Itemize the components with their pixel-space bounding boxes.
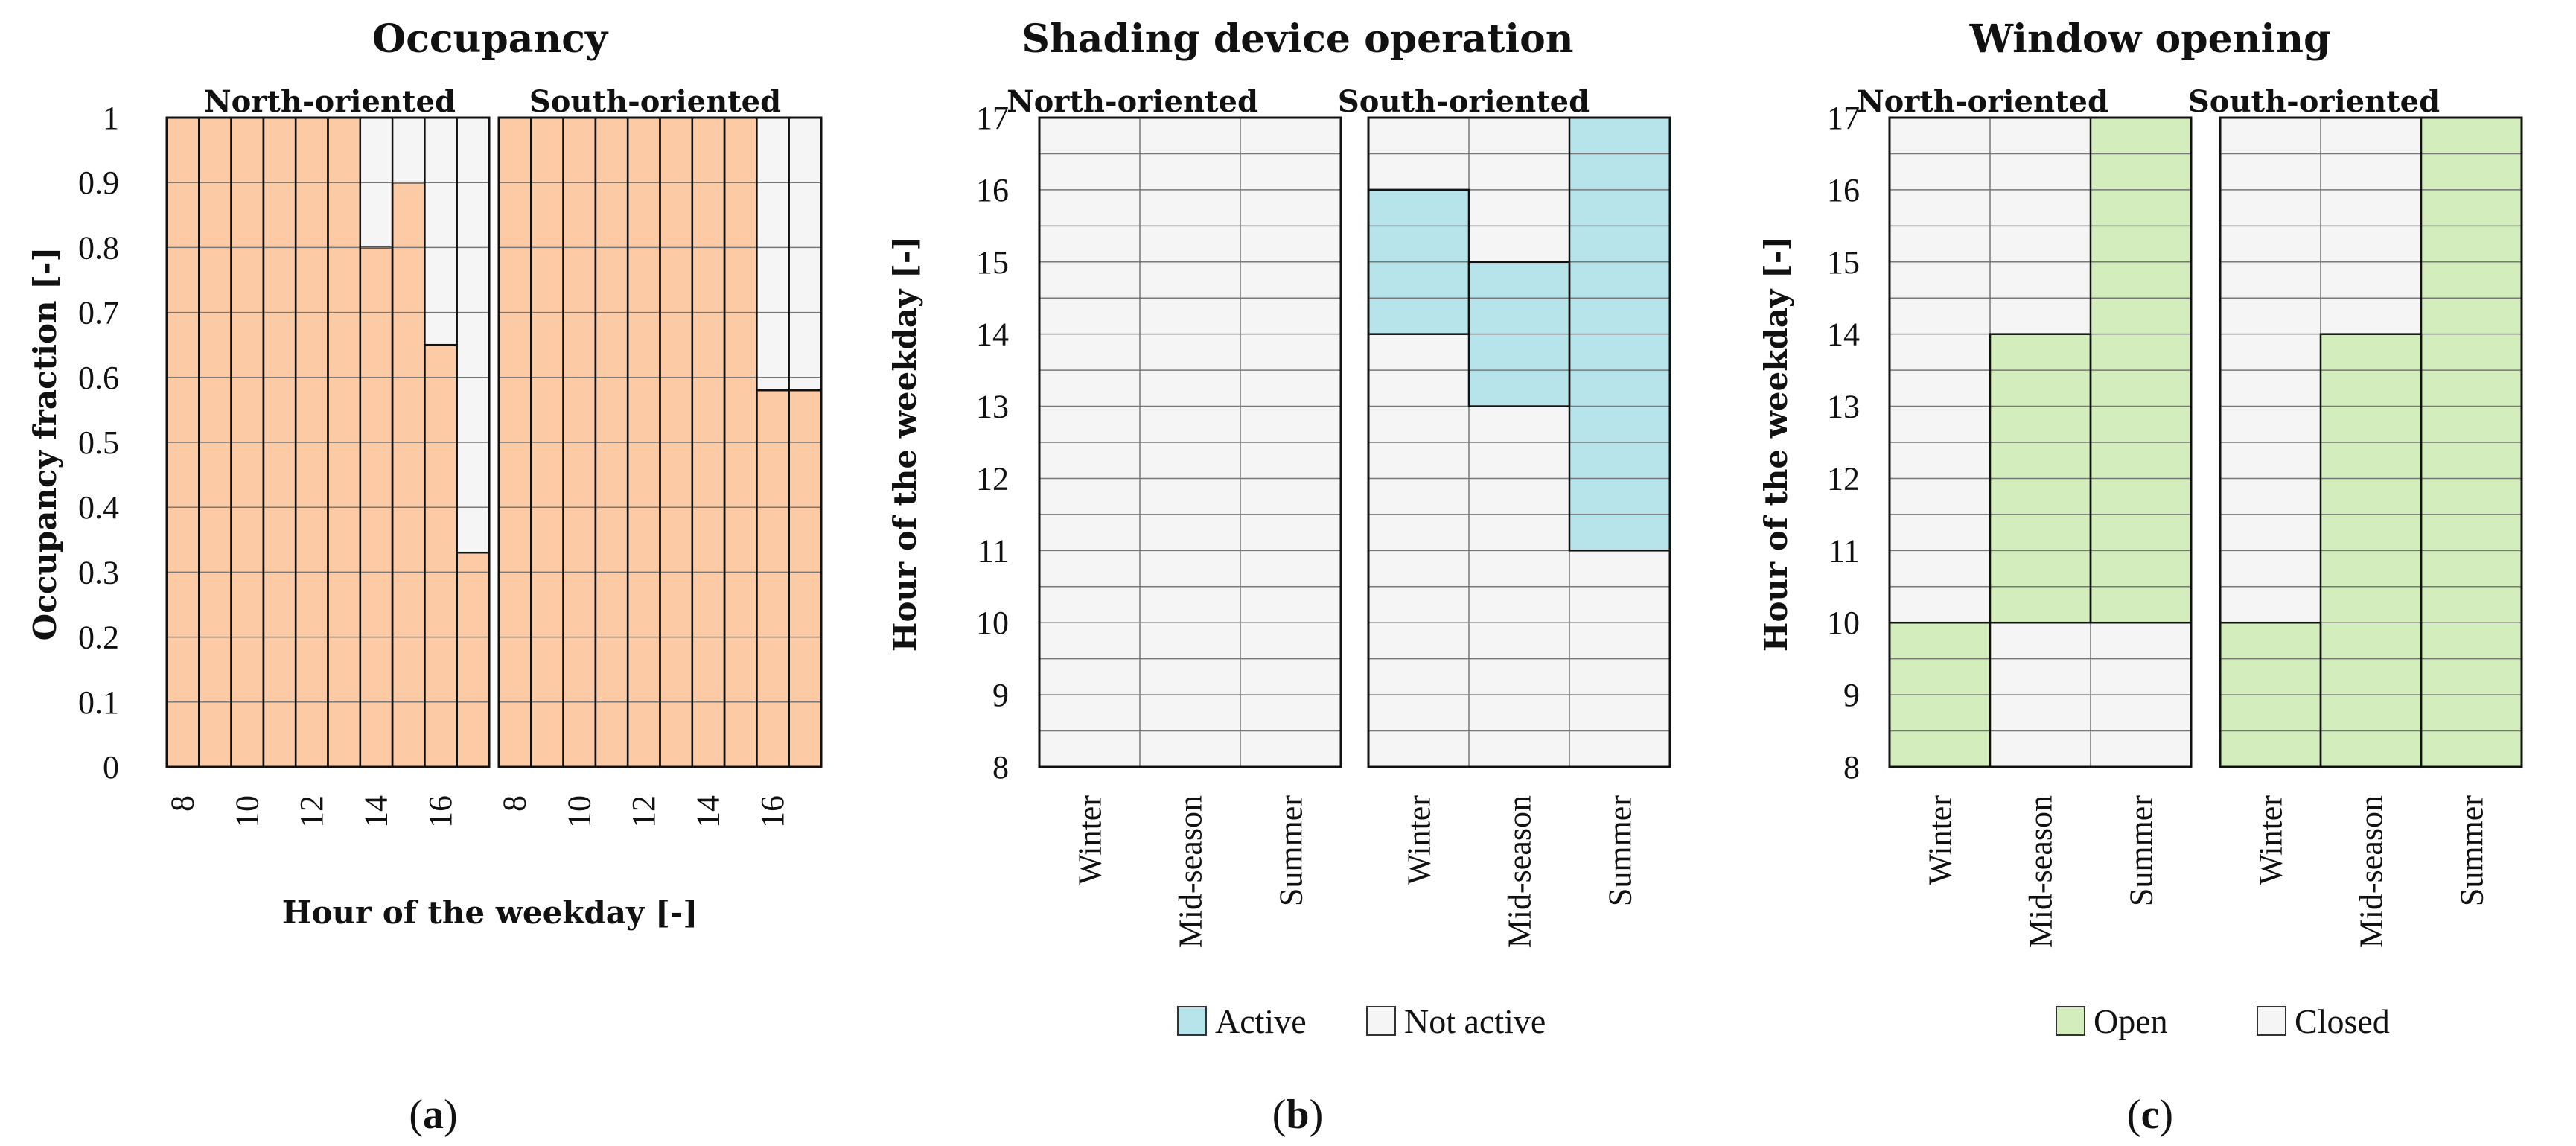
legend-closed-swatch xyxy=(2257,1006,2286,1036)
chart-c-season-label: Mid-season xyxy=(2353,795,2390,948)
chart-a-ytick-label: 0.3 xyxy=(78,554,119,590)
legend-active-label: Active xyxy=(1215,1002,1307,1040)
chart-b-ytick-label: 15 xyxy=(976,244,1009,281)
chart-a-panel-north-title: North-oriented xyxy=(204,84,456,119)
chart-b-ytick-label: 9 xyxy=(992,677,1009,713)
chart-c-ytick-label: 16 xyxy=(1827,172,1860,208)
chart-a-xtick-label: 16 xyxy=(422,795,459,828)
chart-a-ytick-label: 0.7 xyxy=(78,295,119,331)
chart-c-ytick-label: 15 xyxy=(1827,244,1860,281)
chart-c-ytick-label: 17 xyxy=(1827,100,1860,136)
chart-c-ylabel: Hour of the weekday [-] xyxy=(1758,236,1794,652)
chart-b-panel-frame xyxy=(1038,116,1342,768)
chart-b-ytick-label: 17 xyxy=(976,100,1009,136)
chart-a-xtick-label: 8 xyxy=(497,795,533,812)
chart-b-season-label: Summer xyxy=(1273,795,1310,906)
chart-c-legend: Open Closed xyxy=(2056,1002,2390,1040)
chart-b-legend: Active Not active xyxy=(1177,1002,1546,1040)
chart-b-panel-north-title: North-oriented xyxy=(1007,84,1258,119)
chart-b-ytick-label: 16 xyxy=(976,172,1009,208)
chart-b-ytick-label: 11 xyxy=(978,532,1009,569)
chart-b-ytick-label: 8 xyxy=(992,749,1009,786)
chart-b-ylabel: Hour of the weekday [-] xyxy=(887,236,923,652)
chart-c-panel-frame xyxy=(2219,116,2523,768)
chart-c-season-label: Summer xyxy=(2454,795,2490,906)
chart-b-panel-frame xyxy=(1367,116,1671,768)
chart-b-ytick-label: 14 xyxy=(976,316,1009,353)
chart-a-xtick-label: 14 xyxy=(689,795,726,828)
chart-a-xtick-label: 10 xyxy=(561,795,597,828)
chart-b-season-label: Winter xyxy=(1072,795,1109,885)
chart-a-ytick-label: 0.4 xyxy=(78,489,119,526)
chart-c-season-label: Mid-season xyxy=(2023,795,2059,948)
chart-c-ytick-label: 14 xyxy=(1827,316,1860,353)
chart-a-ytick-label: 0.8 xyxy=(78,229,119,266)
chart-a-xtick-label: 12 xyxy=(293,795,330,828)
chart-marks: 0 0.1 0.2 0.3 0.4 0.5 0.6 0.7 0.8 0.9 1 8 10 12 14 16 8 1… xyxy=(78,100,2523,948)
chart-a-title: Occupancy xyxy=(372,16,609,62)
chart-c-season-label: Winter xyxy=(1922,795,1959,885)
chart-b-season-label: Mid-season xyxy=(1173,795,1209,948)
chart-c-panel-north-title: North-oriented xyxy=(1857,84,2108,119)
chart-c-season-label: Winter xyxy=(2253,795,2289,885)
chart-c-ytick-label: 8 xyxy=(1843,749,1860,786)
chart-a-ytick-label: 0.5 xyxy=(78,424,119,461)
chart-a-bar xyxy=(424,343,458,768)
chart-c-panel-south-title: South-oriented xyxy=(2188,84,2440,119)
chart-a-xlabel: Hour of the weekday [-] xyxy=(282,894,698,931)
chart-c-ytick-label: 11 xyxy=(1829,532,1860,569)
chart-a-bar xyxy=(391,181,426,768)
chart-a-xtick-label: 14 xyxy=(357,795,394,828)
chart-a-xtick-label: 12 xyxy=(625,795,662,828)
chart-a-bar xyxy=(788,389,823,768)
chart-c-title: Window opening xyxy=(1969,16,2331,62)
chart-b-season-label: Mid-season xyxy=(1502,795,1538,948)
chart-b-ytick-label: 12 xyxy=(976,460,1009,497)
chart-a-ytick-label: 1 xyxy=(103,100,119,136)
chart-c-ytick-label: 13 xyxy=(1827,389,1860,425)
chart-c-ytick-label: 12 xyxy=(1827,460,1860,497)
chart-b-ytick-label: 10 xyxy=(976,605,1009,641)
chart-b-season-label: Summer xyxy=(1602,795,1639,906)
caption-c: (c) xyxy=(2127,1092,2173,1138)
chart-c-ytick-label: 10 xyxy=(1827,605,1860,641)
legend-active-swatch xyxy=(1177,1006,1207,1036)
chart-a-ytick-label: 0.1 xyxy=(78,684,119,721)
chart-b-season-label: Winter xyxy=(1401,795,1438,885)
chart-a-ytick-label: 0.2 xyxy=(78,620,119,656)
chart-a-ylabel: Occupancy fraction [-] xyxy=(27,247,63,641)
chart-c-panel-frame xyxy=(1888,116,2193,768)
chart-a-bar xyxy=(756,389,790,768)
chart-b-title: Shading device operation xyxy=(1021,16,1573,62)
caption-a: (a) xyxy=(409,1092,457,1138)
legend-open-swatch xyxy=(2056,1006,2085,1036)
chart-b-panel-south-title: South-oriented xyxy=(1338,84,1590,119)
chart-a-xtick-label: 16 xyxy=(754,795,791,828)
chart-c-season-label: Summer xyxy=(2123,795,2160,906)
chart-a-xtick-label: 8 xyxy=(165,795,201,812)
chart-a-panel-frame xyxy=(165,116,491,768)
legend-not-active-swatch xyxy=(1366,1006,1396,1036)
chart-a-ytick-label: 0 xyxy=(103,749,119,786)
chart-c-ytick-label: 9 xyxy=(1843,677,1860,713)
legend-closed-label: Closed xyxy=(2295,1002,2390,1040)
chart-a-xtick-label: 10 xyxy=(229,795,265,828)
chart-a-ytick-label: 0.6 xyxy=(78,360,119,396)
caption-b: (b) xyxy=(1272,1092,1323,1138)
chart-a-panel-south-title: South-oriented xyxy=(529,84,781,119)
chart-a-ytick-label: 0.9 xyxy=(78,165,119,201)
chart-a-bar xyxy=(456,551,491,768)
legend-not-active-label: Not active xyxy=(1404,1002,1546,1040)
chart-b-ytick-label: 13 xyxy=(976,389,1009,425)
chart-a-panel-frame xyxy=(497,116,823,768)
legend-open-label: Open xyxy=(2094,1002,2168,1040)
